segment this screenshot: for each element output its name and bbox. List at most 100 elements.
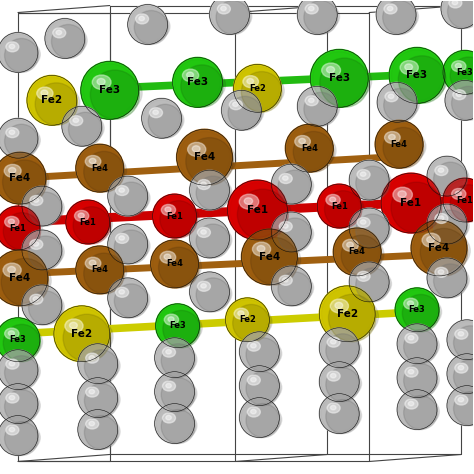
Ellipse shape xyxy=(229,100,242,109)
Circle shape xyxy=(226,298,269,342)
Ellipse shape xyxy=(387,6,393,11)
Ellipse shape xyxy=(305,96,318,106)
Ellipse shape xyxy=(201,284,206,288)
Ellipse shape xyxy=(80,417,120,447)
Ellipse shape xyxy=(398,296,442,328)
Ellipse shape xyxy=(166,415,172,420)
Ellipse shape xyxy=(24,292,64,322)
Ellipse shape xyxy=(360,273,366,278)
Circle shape xyxy=(24,286,60,323)
Ellipse shape xyxy=(242,339,282,369)
Ellipse shape xyxy=(455,329,468,339)
Circle shape xyxy=(404,396,438,429)
Circle shape xyxy=(239,366,279,406)
Ellipse shape xyxy=(300,1,339,31)
Circle shape xyxy=(0,206,40,250)
Ellipse shape xyxy=(9,44,15,49)
Ellipse shape xyxy=(309,6,314,11)
Ellipse shape xyxy=(330,339,336,344)
Ellipse shape xyxy=(228,306,272,338)
Ellipse shape xyxy=(74,210,89,221)
Ellipse shape xyxy=(429,163,469,193)
Text: Fe4: Fe4 xyxy=(349,247,365,256)
Circle shape xyxy=(383,128,424,168)
Ellipse shape xyxy=(9,130,15,135)
Circle shape xyxy=(0,120,36,156)
Circle shape xyxy=(160,201,197,238)
Circle shape xyxy=(236,66,280,110)
Circle shape xyxy=(62,106,102,146)
Circle shape xyxy=(0,208,38,248)
Circle shape xyxy=(246,338,280,372)
Ellipse shape xyxy=(166,383,172,388)
Ellipse shape xyxy=(357,271,370,281)
Ellipse shape xyxy=(253,242,271,256)
Circle shape xyxy=(228,180,287,240)
Circle shape xyxy=(278,218,312,252)
Ellipse shape xyxy=(198,281,210,292)
Circle shape xyxy=(108,176,148,216)
Ellipse shape xyxy=(245,239,301,281)
Ellipse shape xyxy=(438,270,444,274)
Ellipse shape xyxy=(251,377,256,382)
Ellipse shape xyxy=(384,131,400,144)
Ellipse shape xyxy=(400,61,418,74)
Circle shape xyxy=(161,378,195,411)
Ellipse shape xyxy=(163,347,175,357)
Ellipse shape xyxy=(233,102,238,107)
Ellipse shape xyxy=(247,375,260,385)
Ellipse shape xyxy=(33,297,39,301)
Ellipse shape xyxy=(9,331,14,336)
Circle shape xyxy=(320,58,369,107)
Ellipse shape xyxy=(73,118,79,122)
Ellipse shape xyxy=(0,260,51,301)
Ellipse shape xyxy=(24,193,64,223)
Circle shape xyxy=(109,178,146,214)
Circle shape xyxy=(84,350,118,383)
Circle shape xyxy=(156,339,193,376)
Circle shape xyxy=(450,185,474,222)
Ellipse shape xyxy=(405,64,412,70)
Ellipse shape xyxy=(86,387,99,397)
Circle shape xyxy=(191,273,228,310)
Ellipse shape xyxy=(8,266,16,273)
Circle shape xyxy=(155,404,194,444)
Ellipse shape xyxy=(242,373,282,402)
Ellipse shape xyxy=(86,353,99,363)
Ellipse shape xyxy=(30,195,43,205)
Circle shape xyxy=(0,383,38,424)
Text: Fe1: Fe1 xyxy=(166,211,183,220)
Circle shape xyxy=(241,367,278,404)
Ellipse shape xyxy=(86,419,99,429)
Ellipse shape xyxy=(92,75,111,90)
Ellipse shape xyxy=(0,391,40,420)
Circle shape xyxy=(109,280,146,316)
Ellipse shape xyxy=(300,93,339,123)
Ellipse shape xyxy=(279,221,292,231)
Ellipse shape xyxy=(408,336,414,340)
Circle shape xyxy=(230,182,285,237)
Circle shape xyxy=(0,385,36,422)
Ellipse shape xyxy=(352,215,392,245)
Circle shape xyxy=(156,405,193,442)
Ellipse shape xyxy=(405,367,418,377)
Circle shape xyxy=(142,98,182,138)
Text: Fe2: Fe2 xyxy=(41,95,63,105)
Circle shape xyxy=(2,160,46,204)
Circle shape xyxy=(64,108,100,145)
Circle shape xyxy=(174,59,220,105)
Ellipse shape xyxy=(237,73,284,109)
Circle shape xyxy=(157,306,198,346)
Ellipse shape xyxy=(30,294,43,304)
Ellipse shape xyxy=(130,11,170,41)
Ellipse shape xyxy=(400,331,439,361)
Ellipse shape xyxy=(0,423,40,453)
Circle shape xyxy=(186,137,233,185)
Ellipse shape xyxy=(323,296,378,337)
Circle shape xyxy=(0,350,38,390)
Ellipse shape xyxy=(160,251,176,263)
Ellipse shape xyxy=(392,57,448,99)
Ellipse shape xyxy=(110,183,150,213)
Ellipse shape xyxy=(380,89,419,119)
Circle shape xyxy=(319,286,375,342)
